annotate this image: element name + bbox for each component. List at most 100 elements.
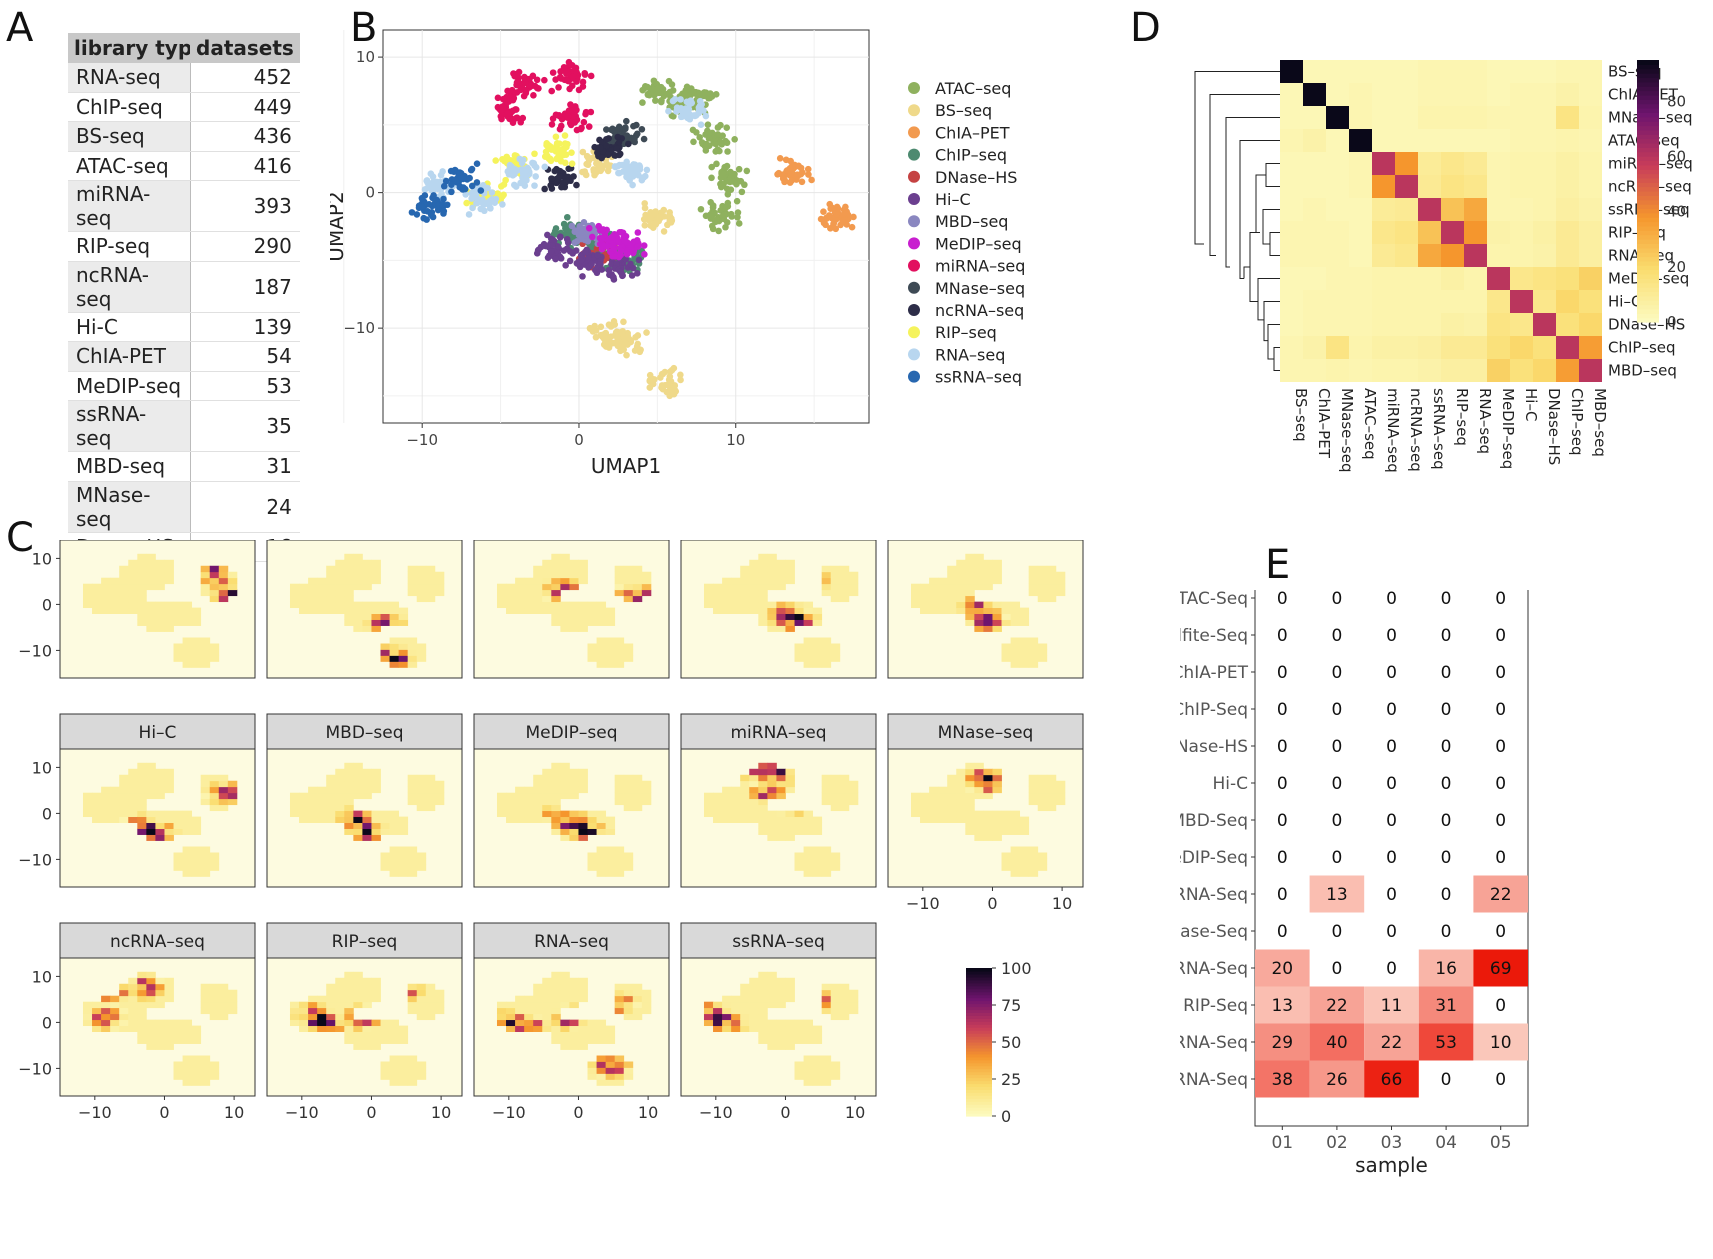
density-cell (803, 810, 814, 818)
density-cell (623, 649, 634, 656)
density-cell (605, 1079, 616, 1086)
density-cell (749, 786, 759, 794)
density-cell (191, 655, 202, 662)
density-cell (605, 643, 616, 650)
density-cell (344, 583, 354, 591)
density-cell (155, 768, 165, 776)
table-cell-value: 10 (1490, 1033, 1512, 1053)
density-cell (92, 798, 102, 806)
data-point (597, 323, 605, 331)
data-point (577, 257, 585, 264)
density-cell (731, 1001, 741, 1009)
density-cell (496, 810, 507, 818)
density-cell (137, 1031, 147, 1038)
data-point (597, 260, 604, 268)
density-cell (605, 649, 616, 656)
colorbar-segment (966, 1053, 992, 1058)
heatmap-cell (1441, 267, 1464, 290)
colorbar-segment (966, 1080, 992, 1085)
density-cell (749, 1013, 759, 1021)
data-point (579, 273, 586, 280)
density-cell (542, 995, 552, 1003)
data-point (629, 249, 637, 256)
density-cell (362, 1025, 372, 1032)
data-point (440, 210, 447, 217)
data-point (782, 156, 790, 164)
table-cell-value: 0 (1331, 811, 1342, 831)
data-point (512, 115, 520, 122)
density-cell (740, 816, 750, 823)
density-cell (389, 852, 400, 859)
table-cell-fill (1364, 986, 1419, 1024)
table-cell-value: 0 (1331, 737, 1342, 757)
data-point (566, 85, 573, 93)
data-point (547, 248, 555, 255)
density-cell (209, 798, 220, 806)
density-cell (839, 995, 850, 1003)
density-cell (191, 1037, 202, 1044)
density-cell (767, 1043, 777, 1050)
density-cell (119, 816, 129, 823)
facet-strip (59, 713, 256, 750)
density-cell (353, 995, 363, 1003)
facet-panel: ssRNA–seq−10 0 10 (680, 922, 877, 1122)
colorbar-segment (1637, 138, 1659, 144)
colorbar-tick-label: 20 (1667, 258, 1686, 276)
density-cell (496, 798, 507, 806)
density-cell (578, 995, 588, 1003)
density-cell (830, 595, 841, 603)
data-point (586, 324, 594, 332)
data-point (640, 135, 648, 143)
heatmap-cell (1579, 60, 1602, 83)
density-cell (983, 822, 993, 829)
density-cell (542, 983, 552, 991)
heatmap-cell (1418, 359, 1441, 382)
dendrogram-branch (1265, 163, 1280, 187)
density-cell (992, 601, 1002, 609)
data-point (555, 112, 563, 119)
heatmap-cell (1533, 83, 1556, 106)
data-point (719, 170, 727, 177)
density-cell (703, 798, 714, 806)
density-cell (362, 559, 372, 567)
data-point (541, 76, 548, 84)
density-cell (740, 1025, 750, 1032)
density-cell (632, 774, 643, 782)
scatter-points (408, 58, 857, 400)
density-cell (910, 804, 921, 812)
heatmap-cell (1464, 129, 1487, 152)
library-name-cell: Hi-C (68, 312, 191, 342)
density-cell (713, 1013, 723, 1021)
density-cell (821, 661, 832, 668)
density-cell (983, 625, 993, 632)
density-cell (560, 983, 570, 991)
heatmap-cell (1464, 175, 1487, 198)
density-cell (317, 1007, 327, 1015)
density-cell (416, 852, 427, 859)
density-cell (506, 810, 516, 818)
data-point (660, 228, 668, 235)
density-cell (353, 613, 363, 620)
density-cell (992, 816, 1002, 823)
density-cell (812, 864, 823, 871)
density-cell (128, 995, 138, 1003)
density-cell (731, 995, 741, 1003)
density-cell (992, 828, 1002, 835)
data-point (705, 135, 713, 142)
colorbar-segment (966, 979, 992, 984)
density-cell (956, 774, 966, 782)
density-cell (785, 977, 795, 985)
density-cell (722, 1013, 732, 1021)
legend-label: Hi–C (935, 190, 971, 209)
density-cell (812, 1073, 823, 1080)
density-cell (803, 852, 814, 859)
data-point (599, 226, 607, 233)
density-cell (92, 595, 102, 603)
data-point (804, 165, 812, 173)
heatmap-cell (1418, 244, 1441, 267)
density-cell (749, 995, 759, 1003)
data-point (556, 234, 564, 241)
density-cell (758, 1037, 768, 1044)
data-point (513, 79, 521, 86)
density-cell (839, 1013, 850, 1021)
